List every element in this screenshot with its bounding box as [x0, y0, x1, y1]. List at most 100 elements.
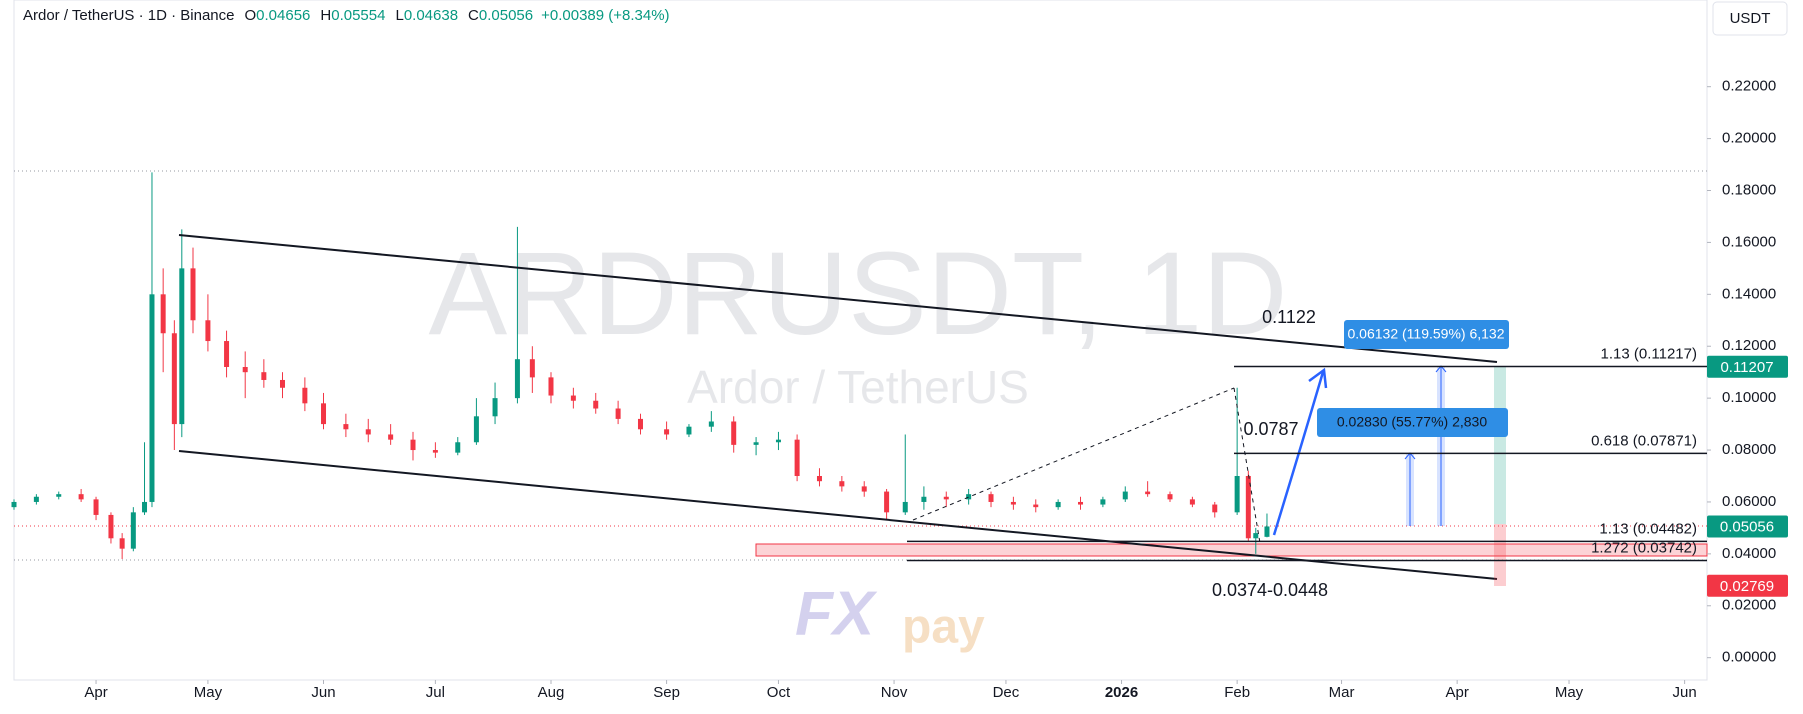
candle-body — [261, 372, 267, 380]
dashed-leg — [912, 387, 1235, 521]
candle-body — [966, 494, 972, 500]
arrow-head — [1308, 367, 1328, 389]
candle-body — [224, 341, 230, 367]
stop-zone — [1494, 524, 1506, 586]
candles — [11, 172, 1270, 560]
candle-body — [775, 439, 781, 443]
y-tick-label: 0.02000 — [1722, 597, 1776, 614]
candle-body — [432, 450, 438, 453]
candle-body — [548, 377, 554, 396]
channel-bottom — [178, 450, 1498, 580]
x-tick-label: May — [1555, 684, 1584, 701]
candle-body — [1167, 494, 1173, 500]
drawings: 0.06132 (119.59%) 6,132 0.02830 (55.77%)… — [178, 234, 1707, 600]
candle-body — [861, 486, 867, 492]
annotation: 0.1122 — [1262, 307, 1316, 327]
candle-body — [56, 494, 62, 497]
candle-body — [943, 496, 949, 500]
candle-body — [160, 294, 166, 334]
price-box-label: 0.05056 — [1720, 518, 1774, 535]
channel-top — [178, 234, 1498, 363]
y-tick-label: 0.16000 — [1722, 233, 1776, 250]
candle-body — [664, 429, 670, 435]
candle-body — [884, 491, 890, 513]
x-tick-label: Nov — [881, 684, 908, 701]
header-symbol: Ardor / TetherUS · 1D · Binance — [23, 7, 234, 24]
x-tick-label: Sep — [653, 684, 680, 701]
price-box-label: 0.11207 — [1720, 359, 1773, 376]
dashed-leg — [1233, 387, 1261, 544]
x-tick-label: Apr — [84, 684, 107, 701]
x-tick-label: Jun — [311, 684, 335, 701]
ohlc-label: O — [244, 7, 256, 24]
candle-body — [242, 366, 248, 373]
currency-label[interactable]: USDT — [1730, 10, 1771, 27]
x-tick-label: Aug — [538, 684, 565, 701]
plot-frame — [13, 0, 1708, 681]
candle-body — [794, 439, 800, 476]
price-box — [1707, 355, 1788, 378]
support-zone — [755, 543, 1708, 557]
candle-body — [708, 421, 714, 427]
y-tick-label: 0.10000 — [1722, 389, 1776, 406]
y-tick-label: 0.00000 — [1722, 649, 1776, 666]
candle-body — [1122, 491, 1128, 500]
candle-body — [179, 268, 185, 425]
candle-body — [343, 424, 349, 430]
y-tick-label: 0.06000 — [1722, 493, 1776, 510]
candle-body — [93, 499, 99, 515]
candle-body — [33, 496, 39, 502]
candle-body — [514, 359, 520, 399]
ohlc-value: 0.05056 — [479, 7, 533, 24]
ohlc-value: 0.04656 — [256, 7, 310, 24]
watermark: ARDRUSDT, 1D Ardor / TetherUS FX pay — [429, 228, 1288, 654]
x-tick-label: Dec — [993, 684, 1020, 701]
candle-body — [839, 481, 845, 487]
candle-body — [1264, 526, 1270, 537]
axes: 0.00000 0.02000 0.04000 0.06000 0.08000 0.100… — [84, 78, 1788, 701]
candle-body — [1010, 501, 1016, 505]
candle-body — [1100, 499, 1106, 505]
x-tick-label: 2026 — [1105, 684, 1138, 701]
target-zone — [1494, 366, 1506, 524]
candle-body — [1189, 499, 1195, 505]
candle-body — [1245, 476, 1251, 539]
ohlc-label: C — [468, 7, 479, 24]
candle-body — [921, 496, 927, 502]
candle-body — [11, 501, 17, 508]
ohlc-value: 0.04638 — [404, 7, 458, 24]
candle-body — [205, 320, 211, 342]
candle-body — [1145, 491, 1151, 495]
candle-body — [279, 379, 285, 388]
candle-body — [753, 442, 759, 445]
candle-body — [637, 418, 643, 430]
candle-body — [1033, 504, 1039, 508]
x-tick-label: Jun — [1673, 684, 1697, 701]
candle-body — [615, 408, 621, 419]
candle-body — [492, 398, 498, 417]
candle-body — [593, 400, 599, 409]
measure-label: 0.06132 (119.59%) 6,132 — [1348, 326, 1505, 342]
measure-box — [1317, 408, 1508, 437]
x-tick-label: May — [194, 684, 223, 701]
y-tick-label: 0.12000 — [1722, 337, 1776, 354]
level-label: 1.272 (0.03742) — [1591, 540, 1697, 557]
candle-body — [365, 429, 371, 435]
price-box-label: 0.02769 — [1720, 578, 1774, 595]
level-label: 1.13 (0.11217) — [1601, 346, 1697, 363]
ohlc-label: L — [395, 7, 403, 24]
candle-body — [130, 512, 136, 549]
level-label: 1.13 (0.04482) — [1599, 520, 1697, 537]
candle-body — [78, 494, 84, 500]
candle-body — [1055, 501, 1061, 508]
currency-button[interactable] — [1712, 1, 1788, 36]
x-tick-label: Feb — [1224, 684, 1250, 701]
candle-body — [455, 442, 461, 453]
watermark-symbol: ARDRUSDT, 1D — [429, 228, 1288, 360]
candle-body — [1078, 501, 1084, 505]
measure-box — [1344, 320, 1509, 349]
candle-body — [816, 476, 822, 482]
candle-body — [902, 501, 908, 513]
